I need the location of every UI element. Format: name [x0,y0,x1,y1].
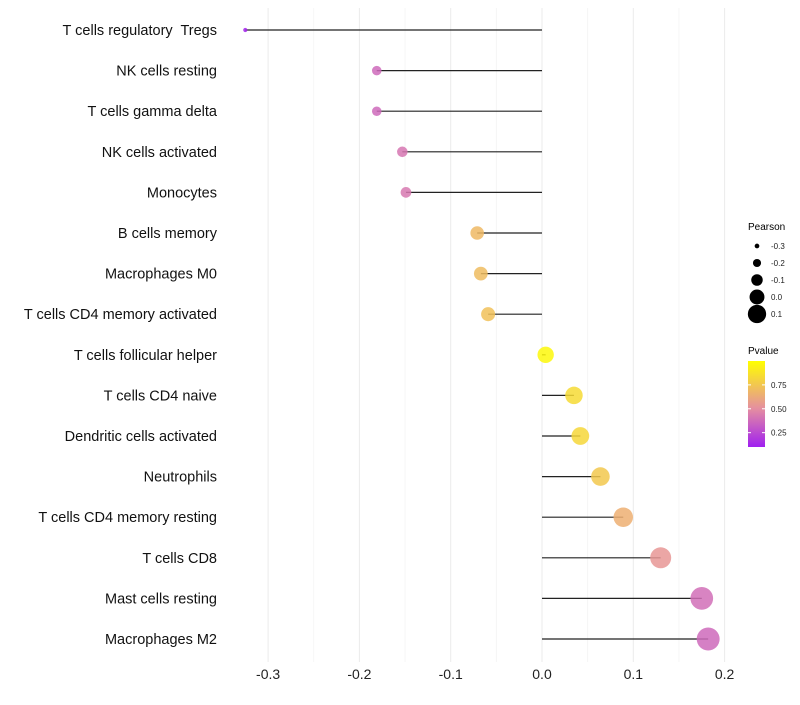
legend-size-label: 0.0 [771,293,783,302]
y-tick-label: T cells CD4 naive [104,388,217,404]
x-tick-label: 0.1 [624,666,644,682]
x-tick-label: -0.2 [347,666,371,682]
colorbar-label: 0.25 [771,429,787,438]
y-tick-label: NK cells resting [116,64,217,80]
y-tick-label: Mast cells resting [105,591,217,607]
legend-pearson: Pearson -0.3 -0.2 -0.1 0.0 0.1 [747,222,785,324]
x-tick-label: 0.2 [715,666,735,682]
y-tick-label: Dendritic cells activated [65,429,217,445]
legend-size-label: -0.1 [771,276,785,285]
data-point [696,627,720,651]
data-point [571,427,590,445]
colorbar-label: 0.50 [771,405,787,414]
x-tick-label: 0.0 [532,666,552,682]
data-point [397,146,408,158]
data-point [470,226,484,240]
grid-lines [267,8,726,662]
y-axis-labels: T cells regulatory Tregs NK cells resting… [24,23,218,648]
legend-pvalue-title: Pvalue [748,346,779,357]
y-tick-label: T cells CD4 memory resting [38,510,217,526]
data-point [565,386,583,405]
y-tick-label: T cells gamma delta [88,104,218,120]
y-tick-label: T cells CD8 [142,551,217,567]
y-tick-label: T cells CD4 memory activated [24,307,217,323]
legend-size-key [754,243,760,249]
legend-size-key [747,304,767,324]
legend-size-label: -0.2 [771,259,785,268]
legend-size-label: -0.3 [771,242,785,251]
data-point [473,266,488,281]
legend-size-key [749,289,765,305]
points [243,27,720,651]
legend-size-key [751,274,763,286]
legend-pearson-title: Pearson [748,222,785,233]
data-point [481,307,496,322]
pvalue-colorbar [748,361,765,447]
colorbar-label: 0.75 [771,381,787,390]
y-tick-label: Monocytes [147,185,217,201]
y-tick-label: T cells follicular helper [74,348,217,364]
x-tick-label: -0.3 [256,666,280,682]
data-point [690,587,714,610]
data-point [371,65,382,76]
y-tick-label: T cells regulatory Tregs [63,23,217,39]
legend-size-label: 0.1 [771,310,783,319]
y-tick-label: Macrophages M0 [105,267,217,283]
data-point [537,346,554,363]
x-tick-label: -0.1 [439,666,463,682]
data-point [371,106,382,116]
x-axis-labels: -0.3 -0.2 -0.1 0.0 0.1 0.2 [256,666,735,682]
data-point [400,187,412,198]
data-point [613,507,634,527]
data-point [243,27,248,33]
y-tick-label: Macrophages M2 [105,632,217,648]
y-tick-label: NK cells activated [102,145,217,161]
stems [245,29,709,640]
legend-pvalue: Pvalue 0.25 0.50 0.75 [748,346,787,447]
y-tick-label: Neutrophils [144,470,217,486]
data-point [650,547,672,569]
y-tick-label: B cells memory [118,226,218,242]
legend-size-key [752,258,762,268]
data-point [591,467,610,486]
